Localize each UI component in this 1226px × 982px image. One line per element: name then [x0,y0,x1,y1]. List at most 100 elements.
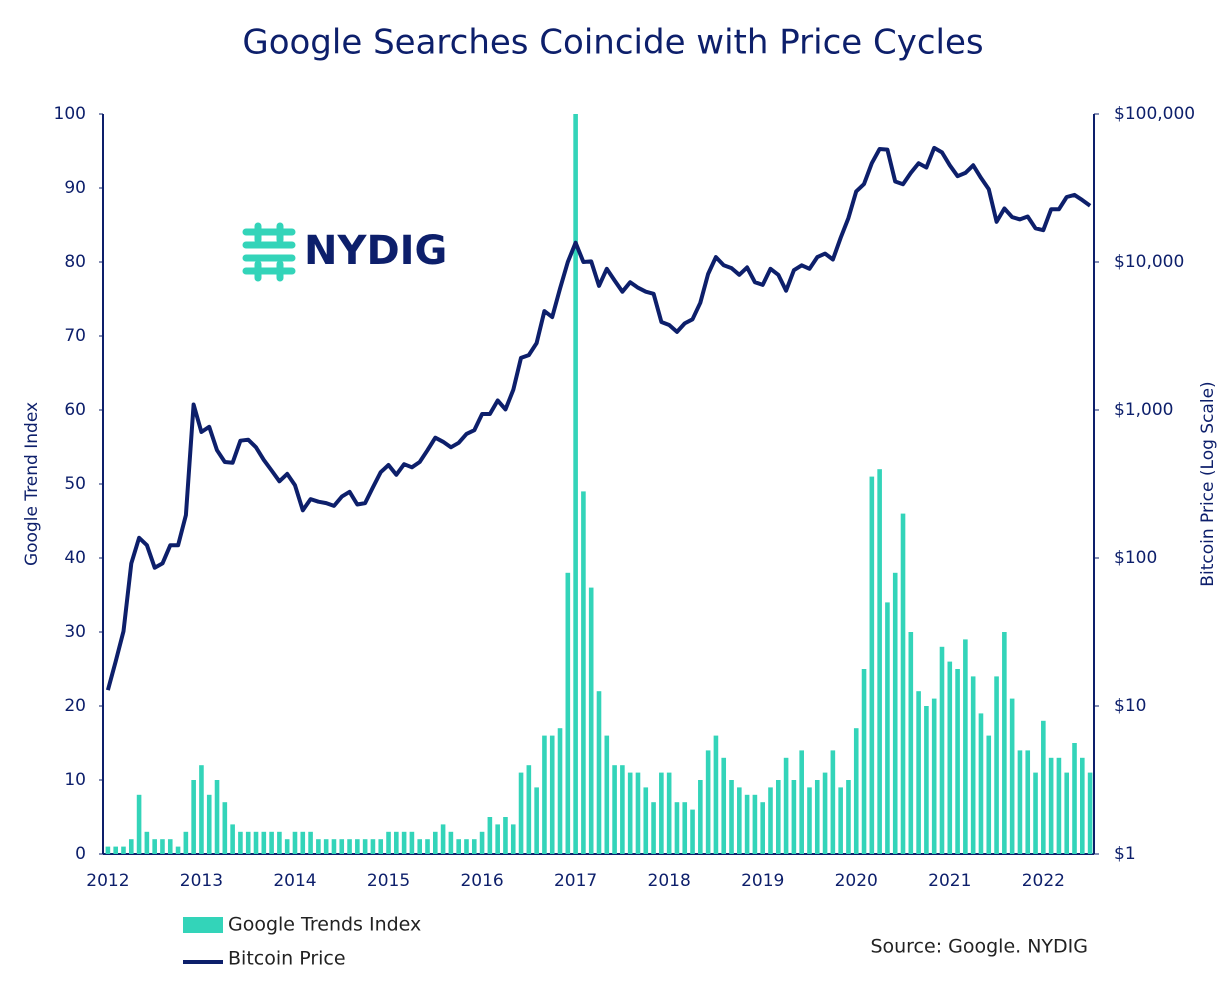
bar [596,691,602,854]
bar [487,817,493,854]
bar [401,831,407,854]
bar [986,735,992,854]
y-tick-label: 80 [64,252,86,272]
bar [620,765,625,854]
bar [1041,720,1046,854]
bar [807,787,812,854]
bar [214,780,220,854]
source-note: Source: Google. NYDIG [870,936,1088,958]
bar [526,765,532,854]
bar [136,794,142,854]
y-tick-label: 100 [54,104,86,124]
logo-icon [242,222,296,282]
bar [362,839,368,854]
y2-tick-label: $10 [1114,696,1146,716]
bar [1048,757,1054,854]
bar [128,839,134,854]
bar [659,772,664,854]
bar [1080,757,1085,854]
bar [674,802,680,854]
x-tick-label: 2012 [86,871,129,891]
bar [1017,750,1023,854]
bar [916,691,921,854]
bar [690,809,695,854]
bar [425,839,430,854]
bar [331,839,337,854]
bar [245,831,251,854]
bar [791,780,797,854]
bar [394,831,399,854]
x-tick-label: 2016 [460,871,503,891]
bar [479,831,485,854]
legend-swatch [183,917,223,933]
bar [464,839,469,854]
bar [666,772,672,854]
bar [721,757,727,854]
bar [1009,698,1015,854]
bar [1002,632,1007,854]
bar [549,735,555,854]
bar [440,824,446,854]
bar [963,639,968,854]
bar [510,824,516,854]
bar [347,839,352,854]
y-tick-label: 20 [64,696,86,716]
bar [698,780,703,854]
bar [877,469,882,854]
bar [604,735,610,854]
bar [861,669,867,854]
bar [752,794,758,854]
bar [370,839,376,854]
logo-text: NYDIG [304,228,447,274]
y-tick-label: 50 [64,474,86,494]
bar [121,846,126,854]
bar [277,831,282,854]
y2-tick-label: $1,000 [1114,400,1173,420]
chart-title: Google Searches Coincide with Price Cycl… [242,23,983,63]
bar [588,587,594,854]
bar [1064,772,1070,854]
bar [573,114,578,854]
bar [253,831,259,854]
bar [853,728,859,854]
bar [846,780,851,854]
y-tick-label: 0 [75,844,86,864]
bar [760,802,766,854]
bar [955,669,960,854]
bar [900,513,906,854]
bar [651,802,656,854]
bar [885,602,890,854]
bar [970,676,976,854]
bar [994,676,999,854]
bar [238,831,243,854]
bar [931,698,937,854]
bar [830,750,836,854]
bar [284,839,290,854]
bar [705,750,711,854]
bar [869,476,875,854]
bar [183,831,189,854]
bar [635,772,641,854]
bar [947,661,953,854]
bar [892,572,898,854]
bar [152,839,157,854]
bar [160,839,165,854]
y-tick-label: 30 [64,622,86,642]
x-tick-label: 2022 [1022,871,1065,891]
bar [503,817,508,854]
bar [386,831,391,854]
bar [167,839,173,854]
bar [191,780,196,854]
bar [822,772,828,854]
x-tick-label: 2020 [835,871,878,891]
bar [939,646,945,854]
bar [144,831,150,854]
y-tick-label: 60 [64,400,86,420]
bar [199,765,204,854]
bar [768,787,773,854]
bar [417,839,423,854]
bar [261,831,267,854]
bar [814,780,820,854]
